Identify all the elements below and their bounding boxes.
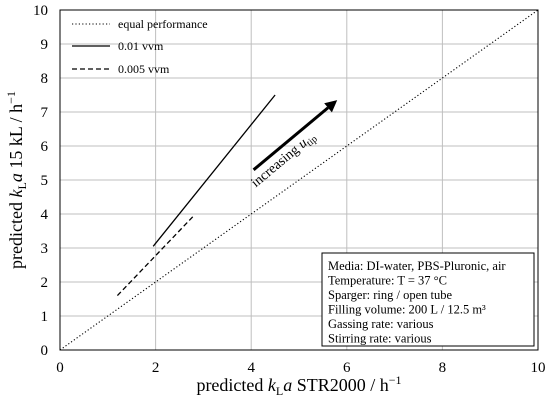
- legend-label-0-005-vvm: 0.005 vvm: [118, 62, 170, 76]
- series-line-0-01-vvm: [152, 94, 276, 247]
- legend: equal performance 0.01 vvm 0.005 vvm: [72, 17, 208, 76]
- legend-label-equal-performance: equal performance: [118, 17, 208, 31]
- y-tick-label-0: 0: [41, 343, 49, 359]
- conditions-info-box: Media: DI-water, PBS-Pluronic, air Tempe…: [321, 252, 535, 347]
- x-label-sub: L: [276, 384, 283, 398]
- legend-label-0-01-vvm: 0.01 vvm: [118, 39, 164, 53]
- x-label-post: STR2000 / h: [292, 375, 389, 395]
- x-tick-label-2: 4: [247, 360, 255, 376]
- y-tick-label-3: 3: [41, 241, 49, 257]
- info-stirring-rate: Stirring rate: various: [328, 332, 432, 346]
- y-tick-label-1: 1: [41, 309, 49, 325]
- y-tick-label-10: 10: [33, 3, 48, 19]
- info-box-frame: [321, 252, 535, 347]
- y-label-sup: −1: [4, 91, 18, 104]
- series-line-0-005-vvm: [116, 215, 195, 297]
- annotation-arrowhead: [324, 100, 338, 113]
- tick-labels: 0 2 4 6 8 10 0 1 2 3 4 5 6 7 8 9 10: [33, 3, 546, 376]
- y-tick-label-8: 8: [41, 71, 49, 87]
- x-axis-label: predicted kLa STR2000 / h−1: [196, 373, 401, 398]
- y-tick-label-6: 6: [41, 139, 49, 155]
- x-label-a: a: [283, 375, 292, 395]
- y-tick-label-4: 4: [41, 207, 49, 223]
- x-tick-label-4: 8: [439, 360, 447, 376]
- info-gassing-rate: Gassing rate: various: [328, 317, 434, 331]
- series-line-equal-performance: [59, 9, 539, 351]
- y-label-prefix: predicted: [6, 197, 26, 268]
- x-label-k: k: [268, 375, 277, 395]
- y-label-post: 15 kL / h: [6, 104, 26, 173]
- y-tick-label-7: 7: [41, 105, 49, 121]
- y-label-k: k: [6, 188, 26, 197]
- y-tick-label-2: 2: [41, 275, 49, 291]
- y-label-sub: L: [15, 182, 29, 189]
- x-label-sup: −1: [389, 373, 402, 387]
- x-tick-label-1: 2: [152, 360, 160, 376]
- info-media: Media: DI-water, PBS-Pluronic, air: [328, 259, 506, 273]
- y-axis-label: predicted kLa 15 kL / h−1: [4, 91, 29, 269]
- annotation-text: increasing utip: [249, 129, 320, 192]
- info-sparger: Sparger: ring / open tube: [328, 288, 452, 302]
- info-filling-volume: Filling volume: 200 L / 12.5 m³: [328, 303, 486, 317]
- series-lines: [59, 9, 539, 351]
- x-tick-label-0: 0: [56, 360, 64, 376]
- info-temperature: Temperature: T = 37 °C: [328, 274, 447, 288]
- x-label-prefix: predicted: [196, 375, 267, 395]
- x-tick-label-3: 6: [343, 360, 351, 376]
- y-tick-label-5: 5: [41, 173, 49, 189]
- y-tick-label-9: 9: [41, 37, 49, 53]
- y-label-a: a: [6, 173, 26, 182]
- annotation-arrow: [252, 106, 329, 171]
- plot-frame: [59, 9, 539, 351]
- x-tick-label-5: 10: [531, 360, 546, 376]
